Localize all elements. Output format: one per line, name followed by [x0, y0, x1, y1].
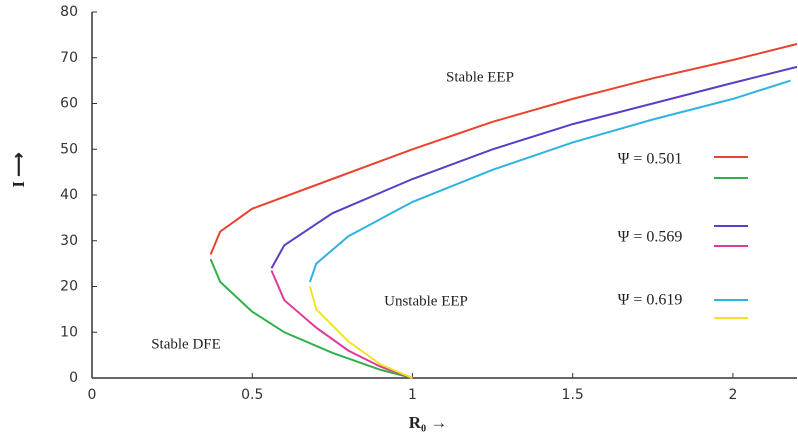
annotation: Stable EEP [446, 69, 514, 85]
x-tick-label: 0.5 [241, 387, 263, 403]
annotation: Stable DFE [151, 336, 221, 352]
y-tick-label: 10 [60, 324, 78, 340]
x-tick-label: 2 [728, 387, 737, 403]
y-tick-label: 80 [60, 4, 78, 20]
curve [209, 43, 798, 255]
y-tick-label: 20 [60, 279, 78, 295]
annotation: Unstable EEP [384, 293, 468, 309]
legend-label: Ψ = 0.619 [618, 292, 683, 309]
y-tick-label: 50 [60, 141, 78, 157]
x-tick-label: 1 [408, 387, 417, 403]
y-axis-title: I ⟶ [9, 152, 28, 187]
x-tick-label: 1.5 [562, 387, 584, 403]
x-axis-title: R₀ → [409, 413, 448, 432]
x-tick-label: 0 [88, 387, 97, 403]
y-tick-label: 0 [69, 370, 78, 386]
y-tick-label: 70 [60, 50, 78, 66]
legend-label: Ψ = 0.501 [618, 151, 683, 168]
y-tick-label: 30 [60, 233, 78, 249]
legend-label: Ψ = 0.569 [618, 229, 683, 246]
curve [209, 258, 413, 379]
y-tick-label: 40 [60, 187, 78, 203]
y-tick-label: 60 [60, 96, 78, 112]
curve [308, 79, 791, 283]
curve [308, 286, 413, 379]
curve [270, 270, 413, 379]
curve [270, 65, 798, 269]
